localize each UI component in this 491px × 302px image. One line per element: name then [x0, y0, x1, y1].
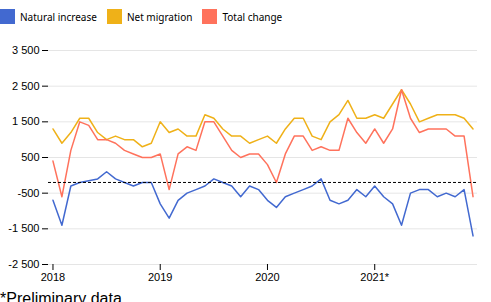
- svg-text:2019: 2019: [148, 271, 172, 283]
- svg-text:2020: 2020: [255, 271, 279, 283]
- svg-text:500: 500: [21, 151, 39, 163]
- svg-text:2021*: 2021*: [360, 271, 389, 283]
- svg-text:-1 500: -1 500: [8, 222, 39, 234]
- html-text:Net migration: Net migration: [126, 9, 193, 24]
- svg-text:-500: -500: [17, 187, 39, 199]
- svg-text:-2 500: -2 500: [8, 258, 39, 270]
- svg-text:1 500: 1 500: [12, 115, 40, 127]
- svg-text:3 500: 3 500: [12, 44, 40, 56]
- svg-text:2018: 2018: [41, 271, 65, 283]
- html-text:Total change: Total change: [222, 9, 283, 24]
- svg-text:2 500: 2 500: [12, 80, 40, 92]
- html-text:Natural increase: Natural increase: [20, 9, 97, 24]
